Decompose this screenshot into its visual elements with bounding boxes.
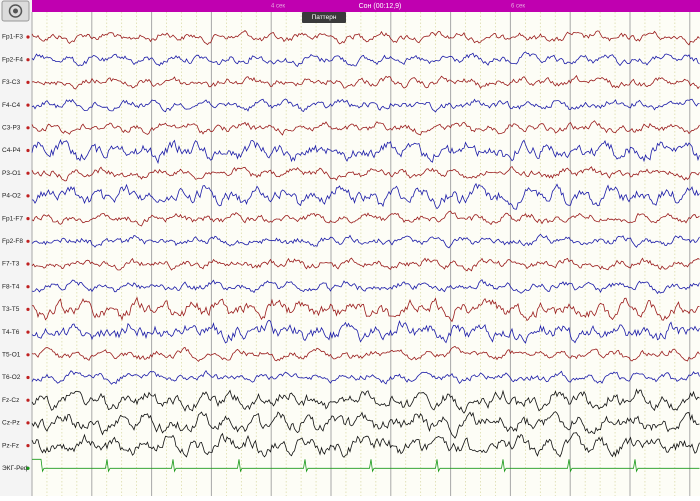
channel-label: F8-T4 bbox=[2, 283, 20, 290]
channel-marker bbox=[26, 194, 30, 198]
signal-trace bbox=[31, 345, 700, 362]
channel-label: T3-T5 bbox=[2, 306, 20, 313]
signal-trace bbox=[31, 138, 700, 165]
channel-marker bbox=[26, 239, 30, 243]
segment-title: Сон (00:12,9) bbox=[359, 3, 402, 10]
channel-label: Fz-Cz bbox=[2, 397, 19, 404]
title-bar bbox=[32, 0, 700, 12]
channel-label: Fp2-F8 bbox=[2, 238, 23, 245]
channel-marker bbox=[26, 444, 30, 448]
channel-marker bbox=[26, 375, 30, 380]
channel-marker bbox=[26, 103, 30, 107]
channel-label: Pz-Fz bbox=[2, 442, 19, 449]
time-mark: 6 сек bbox=[511, 4, 525, 10]
signal-trace bbox=[31, 369, 700, 385]
channel-marker bbox=[26, 35, 30, 39]
signal-trace bbox=[31, 166, 700, 182]
time-mark: 4 сек bbox=[271, 4, 285, 10]
channel-marker bbox=[26, 148, 30, 153]
button-icon-dot bbox=[13, 8, 18, 14]
traces bbox=[31, 29, 700, 473]
channel-label: Cz-Pz bbox=[2, 420, 20, 427]
signal-trace bbox=[31, 182, 700, 210]
tooltip: Паттерн bbox=[312, 14, 337, 21]
channel-label: P3-O1 bbox=[2, 170, 21, 177]
channel-labels: Fp1-F3 Fp2-F4 F3-C3 F4-C4 C3-P3 C4-P4 P3-O1 P4-… bbox=[2, 34, 30, 472]
channel-marker bbox=[26, 421, 30, 425]
channel-marker bbox=[26, 398, 30, 402]
signal-trace bbox=[31, 120, 700, 136]
signal-trace bbox=[31, 411, 700, 439]
channel-label: F3-C3 bbox=[2, 79, 20, 86]
channel-label: T5-O1 bbox=[2, 352, 21, 359]
channel-marker bbox=[26, 353, 30, 357]
menu-button[interactable] bbox=[1, 0, 30, 22]
signal-trace bbox=[31, 98, 700, 113]
channel-marker bbox=[26, 58, 30, 62]
signal-trace bbox=[31, 257, 700, 272]
channel-label: T6-O2 bbox=[2, 374, 21, 381]
signal-trace bbox=[31, 233, 700, 249]
channel-marker bbox=[26, 285, 30, 289]
signal-trace bbox=[31, 74, 700, 90]
channel-label: F7-T3 bbox=[2, 261, 20, 268]
tooltip-box bbox=[302, 12, 346, 23]
channel-marker bbox=[26, 262, 30, 266]
signal-trace bbox=[32, 458, 700, 473]
channel-label: ЭКГ-Реф bbox=[2, 465, 30, 472]
channel-label: P4-O2 bbox=[2, 193, 21, 200]
channel-marker bbox=[26, 330, 30, 334]
channel-marker bbox=[26, 217, 30, 221]
channel-label: Fp2-F4 bbox=[2, 56, 23, 63]
channel-marker bbox=[26, 171, 30, 175]
channel-label: F4-C4 bbox=[2, 102, 20, 109]
grid bbox=[31, 12, 691, 496]
signal-trace bbox=[31, 210, 700, 227]
channel-marker bbox=[26, 80, 30, 84]
channel-label: T4-T6 bbox=[2, 329, 20, 336]
channel-label: Fp1-F7 bbox=[2, 215, 23, 222]
signal-trace bbox=[31, 388, 700, 414]
signal-trace bbox=[31, 319, 700, 344]
channel-marker bbox=[26, 307, 30, 311]
signal-trace bbox=[31, 29, 700, 46]
signal-trace bbox=[31, 432, 700, 458]
channel-marker bbox=[26, 126, 30, 130]
channel-label: C3-P3 bbox=[2, 125, 21, 132]
signal-trace bbox=[31, 296, 700, 323]
signal-trace bbox=[31, 51, 700, 67]
channel-label: Fp1-F3 bbox=[2, 34, 23, 41]
channel-marker bbox=[26, 466, 30, 470]
button-icon bbox=[8, 4, 23, 18]
channel-label: C4-P4 bbox=[2, 147, 21, 154]
signal-trace bbox=[31, 279, 700, 295]
